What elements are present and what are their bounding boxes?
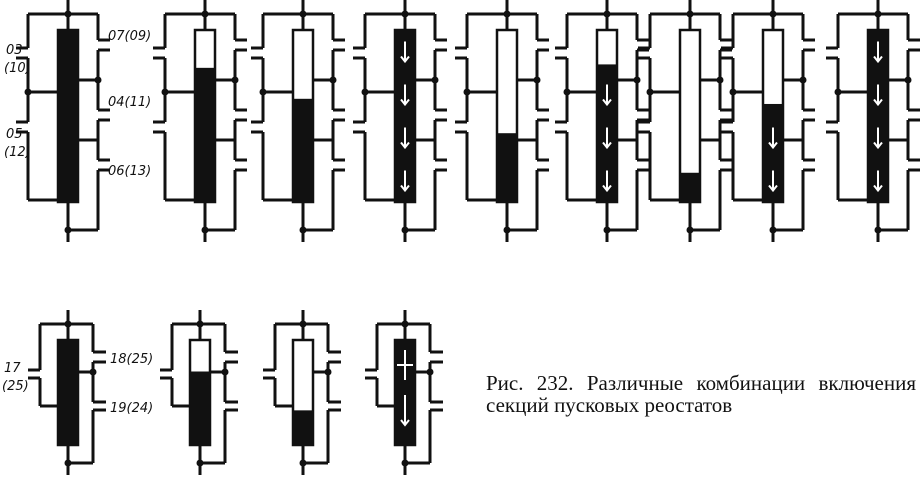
diagram-bottom-2 <box>160 310 238 475</box>
junction-dot <box>769 10 777 18</box>
junction-dot <box>299 10 307 18</box>
resistor-filled-section <box>58 30 78 202</box>
diagram-bottom-3 <box>263 310 341 475</box>
figure-caption: Рис. 232. Различные комбинации включения… <box>486 371 916 417</box>
junction-dot <box>686 10 694 18</box>
junction-dot <box>299 226 307 234</box>
arrow-icon <box>602 170 612 193</box>
junction-dot <box>64 226 72 234</box>
junction-dot <box>401 226 409 234</box>
junction-dot <box>874 226 882 234</box>
junction-dot <box>401 459 409 467</box>
diagram-top-5 <box>455 0 549 242</box>
label-l12: (12) <box>4 145 31 160</box>
label-l17: 17 <box>4 361 21 376</box>
junction-dot <box>603 226 611 234</box>
resistor-filled-section <box>497 133 517 202</box>
junction-dot <box>603 10 611 18</box>
junction-dot <box>196 459 204 467</box>
label-l07: 07(09) <box>108 29 151 44</box>
junction-dot <box>299 459 307 467</box>
resistor-filled-section <box>680 172 700 202</box>
arrow-icon <box>400 84 410 107</box>
arrow-icon <box>400 127 410 150</box>
arrow-icon <box>602 127 612 150</box>
arrow-icon <box>873 41 883 64</box>
arrow-icon <box>400 41 410 64</box>
junction-dot <box>201 226 209 234</box>
resistor-filled-section <box>293 410 313 445</box>
label-l10: (10) <box>4 61 31 76</box>
arrow-icon <box>602 84 612 107</box>
junction-dot <box>401 10 409 18</box>
diagram-top-7 <box>638 0 732 242</box>
arrow-icon <box>768 127 778 150</box>
junction-dot <box>64 10 72 18</box>
label-l06: 06(13) <box>108 164 151 179</box>
resistor-filled-section <box>763 103 783 202</box>
diagram-top-2 <box>153 0 247 242</box>
junction-dot <box>196 320 204 328</box>
junction-dot <box>401 320 409 328</box>
arrow-icon <box>873 84 883 107</box>
diagram-top-8 <box>721 0 815 242</box>
diagram-top-6 <box>555 0 649 242</box>
diagram-top-1 <box>16 0 110 242</box>
arrow-icon <box>397 350 413 380</box>
diagram-bottom-4 <box>365 310 443 475</box>
arrow-icon <box>400 170 410 193</box>
label-l19: 19(24) <box>110 401 153 416</box>
junction-dot <box>686 226 694 234</box>
label-l04: 04(11) <box>108 95 151 110</box>
label-l25: (25) <box>2 379 29 394</box>
arrow-icon <box>400 395 410 427</box>
arrow-icon <box>768 170 778 193</box>
diagram-top-3 <box>251 0 345 242</box>
junction-dot <box>503 10 511 18</box>
label-l03: 03 <box>6 43 23 58</box>
junction-dot <box>64 459 72 467</box>
junction-dot <box>201 10 209 18</box>
junction-dot <box>769 226 777 234</box>
resistor-filled-section <box>868 30 888 202</box>
resistor-filled-section <box>58 340 78 445</box>
junction-dot <box>874 10 882 18</box>
diagram-top-9 <box>826 0 920 242</box>
resistor-filled-section <box>395 30 415 202</box>
label-l05: 05 <box>6 127 23 142</box>
label-l18: 18(25) <box>110 352 153 367</box>
resistor-filled-section <box>293 98 313 202</box>
arrow-icon <box>873 170 883 193</box>
diagram-bottom-1 <box>28 310 106 475</box>
junction-dot <box>64 320 72 328</box>
diagram-top-4 <box>353 0 447 242</box>
resistor-filled-section <box>195 67 215 202</box>
junction-dot <box>503 226 511 234</box>
arrow-icon <box>873 127 883 150</box>
resistor-filled-section <box>395 340 415 445</box>
junction-dot <box>299 320 307 328</box>
resistor-filled-section <box>190 371 210 445</box>
